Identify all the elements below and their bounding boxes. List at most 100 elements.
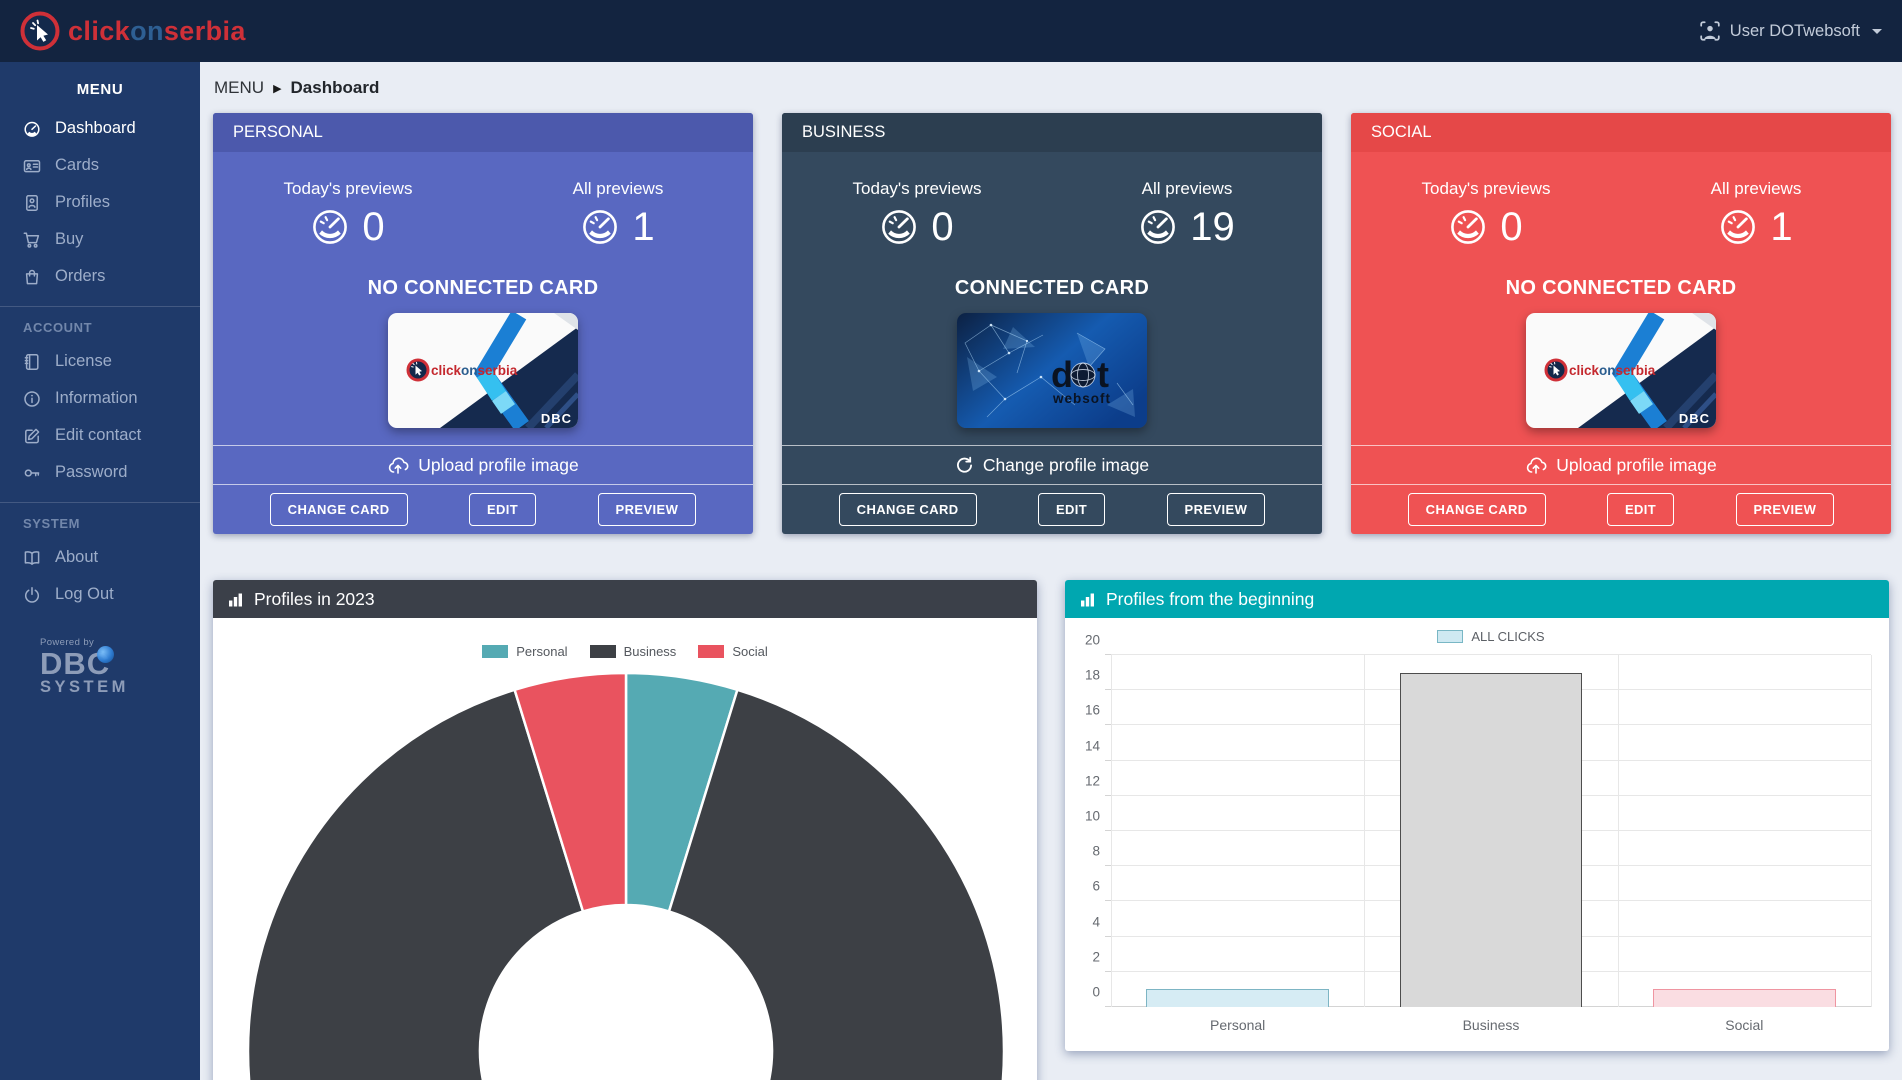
sidebar-item-label: Edit contact [55,426,142,444]
sidebar-item-edit-contact[interactable]: Edit contact [0,417,200,454]
gauge-icon [23,120,41,138]
y-tick-label: 18 [1084,667,1100,683]
sidebar-item-dashboard[interactable]: Dashboard [0,110,200,147]
gauge-icon [311,208,349,246]
user-dropdown[interactable]: User DOTwebsoft [1699,20,1882,42]
profile-card-personal: PERSONAL Today's previews 0 All previews 1 NO… [213,113,753,534]
profile-image-action[interactable]: Change profile image [782,445,1322,485]
y-tick-label: 16 [1084,702,1100,718]
sidebar-item-information[interactable]: Information [0,380,200,417]
bar-legend[interactable]: ALL CLICKS [1111,618,1871,655]
info-icon [23,390,41,408]
card-art-image: clickonserbia DBC [388,313,578,428]
sidebar-item-orders[interactable]: Orders [0,258,200,295]
bar-social [1653,989,1836,1007]
gauge-icon [1139,208,1177,246]
sidebar-divider [0,306,200,307]
connection-status: CONNECTED CARD [954,277,1150,299]
brand-logo[interactable]: clickonserbia [20,11,246,51]
legend-item-social[interactable]: Social [698,644,768,659]
donut-chart-title: Profiles in 2023 [254,588,375,609]
y-tick-label: 6 [1092,878,1100,894]
bar-chart-title: Profiles from the beginning [1106,588,1315,609]
sidebar-item-label: Orders [55,267,106,285]
sidebar-item-label: Buy [55,230,84,248]
sidebar-nav: Dashboard Cards Profiles Buy Orders ACCOUNT Li… [0,110,200,613]
legend-item-personal[interactable]: Personal [482,644,568,659]
main-content: MENU ▶ Dashboard PERSONAL Today's preview… [200,62,1902,1080]
sidebar-item-label: Password [55,463,128,481]
profile-icon [23,194,41,212]
change-card-button[interactable]: CHANGE CARD [269,493,408,526]
edit-icon [23,427,41,445]
legend-swatch [698,645,725,658]
sidebar-item-label: About [55,548,99,566]
legend-swatch [1437,630,1464,643]
svg-text:DBC: DBC [541,411,572,426]
bar-plot: 0 2 4 6 8 10 12 14 16 18 20 [1085,633,1872,1007]
breadcrumb-current: Dashboard [290,78,380,97]
change-card-button[interactable]: CHANGE CARD [1407,493,1546,526]
sidebar-item-buy[interactable]: Buy [0,221,200,258]
preview-button[interactable]: PREVIEW [597,493,697,526]
y-tick-label: 8 [1092,843,1100,859]
connection-status: NO CONNECTED CARD [1505,277,1737,299]
system-wordmark: SYSTEM [40,678,129,696]
profile-card-business: BUSINESS Today's previews 0 All previews 19 C… [782,113,1322,534]
profile-card-social: SOCIAL Today's previews 0 All previews 1 NO C… [1351,113,1891,534]
breadcrumb-root[interactable]: MENU [214,78,265,97]
all-previews-value: 1 [1770,205,1793,249]
svg-text:DBC: DBC [1679,411,1710,426]
profile-image-action[interactable]: Upload profile image [1351,445,1891,485]
svg-text:d: d [1051,354,1073,395]
all-previews-value: 19 [1190,205,1235,249]
dbc-system-logo: Powered by DBC SYSTEM [40,637,200,696]
breadcrumb: MENU ▶ Dashboard [214,78,1892,98]
sidebar-item-about[interactable]: About [0,539,200,576]
preview-button[interactable]: PREVIEW [1166,493,1266,526]
legend-item-business[interactable]: Business [589,644,677,659]
y-tick-label: 10 [1084,808,1100,824]
y-tick [1105,865,1111,867]
sidebar-item-log-out[interactable]: Log Out [0,576,200,613]
sidebar-item-cards[interactable]: Cards [0,147,200,184]
donut-chart-area: Personal Business Social [213,618,1037,1080]
cart-icon [23,231,41,249]
v-gridline [1111,655,1112,1007]
edit-button[interactable]: EDIT [1606,493,1675,526]
card-art-image: d t websoft [957,313,1147,428]
edit-button[interactable]: EDIT [468,493,537,526]
profile-image-action[interactable]: Upload profile image [213,445,753,485]
globe-icon [97,646,115,663]
donut-slice-social [513,671,628,914]
breadcrumb-arrow-icon: ▶ [273,83,282,95]
gauge-icon [581,208,619,246]
bag-icon [23,268,41,286]
powered-by-label: Powered by [40,637,95,648]
sidebar-menu-title: MENU [76,81,124,98]
svg-text:clickonserbia: clickonserbia [431,363,518,378]
y-tick [1105,935,1111,937]
gridline [1111,654,1871,655]
y-tick-label: 12 [1084,773,1100,789]
sidebar-item-license[interactable]: License [0,343,200,380]
legend-label: Business [623,644,677,659]
todays-previews-stat: Today's previews 0 [852,179,982,249]
y-tick [1105,1006,1111,1007]
card-title: SOCIAL [1351,113,1891,152]
dbc-wordmark: DBC [40,646,115,679]
y-tick-label: 0 [1092,984,1100,1000]
card-buttons: CHANGE CARD EDIT PREVIEW [782,485,1322,534]
change-card-button[interactable]: CHANGE CARD [838,493,977,526]
cloud-upload-icon [387,456,409,475]
bar-chart-icon [1080,592,1095,607]
edit-button[interactable]: EDIT [1037,493,1106,526]
card-stats: Today's previews 0 All previews 19 [782,179,1322,248]
legend-label: Social [732,644,768,659]
book-icon [23,549,41,567]
x-label-personal: Personal [1210,1017,1266,1033]
sidebar-item-password[interactable]: Password [0,454,200,491]
sidebar-item-label: Log Out [55,585,114,603]
preview-button[interactable]: PREVIEW [1735,493,1835,526]
sidebar-item-profiles[interactable]: Profiles [0,184,200,221]
